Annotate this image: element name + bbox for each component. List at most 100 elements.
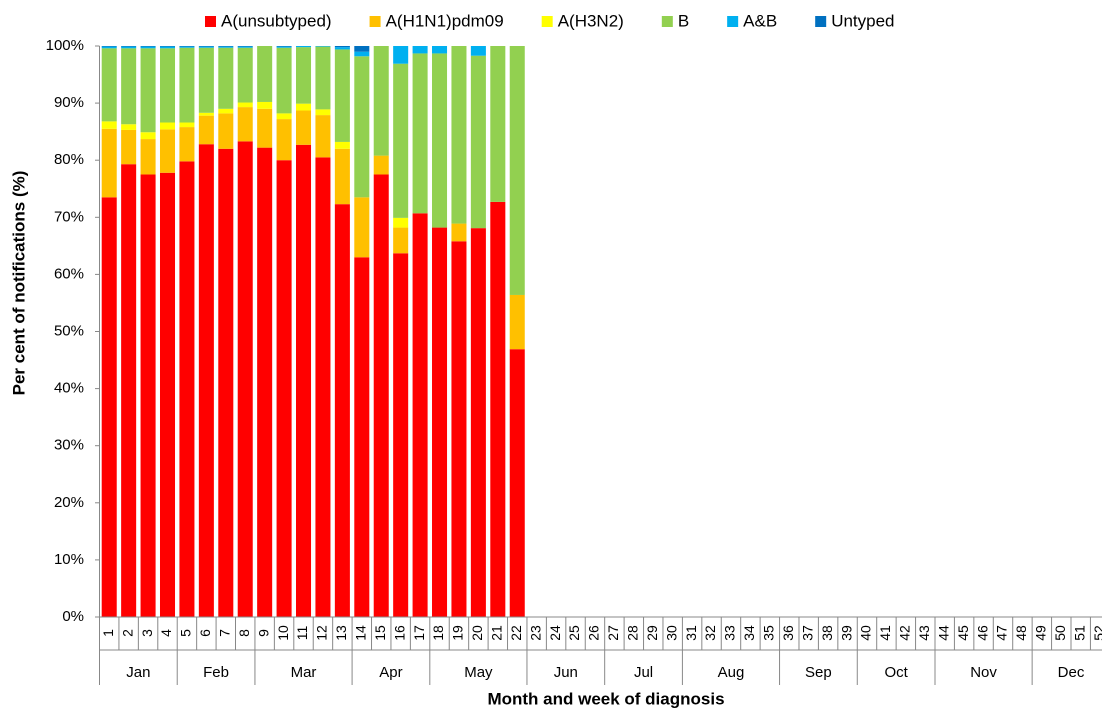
bar-segment bbox=[257, 147, 273, 617]
x-tick-label: 48 bbox=[1013, 625, 1029, 641]
bar-segment bbox=[354, 257, 370, 617]
bar-segment bbox=[101, 46, 117, 47]
x-tick-label: 51 bbox=[1071, 625, 1087, 641]
x-tick-label: 44 bbox=[935, 625, 951, 641]
x-tick-label: 31 bbox=[683, 625, 699, 641]
bar-segment bbox=[140, 46, 156, 47]
bar-segment bbox=[276, 46, 292, 47]
bar-segment bbox=[373, 174, 389, 617]
legend-swatch bbox=[727, 16, 739, 27]
bar-segment bbox=[179, 122, 195, 128]
bar-segment bbox=[179, 127, 195, 162]
bar-segment bbox=[257, 46, 273, 102]
bar-segment bbox=[121, 48, 137, 125]
month-label: Dec bbox=[1058, 664, 1085, 681]
bar-segment bbox=[198, 115, 214, 145]
bar-segment bbox=[451, 46, 467, 224]
bar-segment bbox=[179, 46, 195, 47]
x-tick-label: 49 bbox=[1033, 625, 1049, 641]
bar-segment bbox=[101, 197, 117, 617]
x-tick-label: 9 bbox=[255, 629, 271, 637]
bar-segment bbox=[198, 144, 214, 617]
bar-segment bbox=[334, 49, 350, 142]
bar-segment bbox=[276, 119, 292, 161]
x-tick-label: 3 bbox=[139, 629, 155, 637]
month-label: Mar bbox=[291, 664, 317, 681]
x-tick-label: 35 bbox=[761, 625, 777, 641]
bar-segment bbox=[315, 109, 331, 116]
legend-label: A(H1N1)pdm09 bbox=[386, 11, 504, 30]
bar-segment bbox=[159, 46, 176, 47]
x-tick-label: 11 bbox=[294, 626, 310, 641]
bar-segment bbox=[140, 139, 156, 175]
x-tick-label: 45 bbox=[955, 625, 971, 641]
bar-segment bbox=[237, 46, 253, 48]
bar-segment bbox=[218, 113, 234, 149]
x-tick-label: 29 bbox=[644, 625, 660, 641]
month-label: Jul bbox=[634, 664, 653, 681]
bar-segment bbox=[315, 157, 331, 617]
bar-segment bbox=[393, 217, 409, 228]
bar-segment bbox=[509, 294, 525, 350]
x-tick-label: 22 bbox=[508, 625, 524, 641]
x-tick-label: 38 bbox=[819, 625, 835, 641]
bar-segment bbox=[218, 46, 234, 47]
x-tick-label: 40 bbox=[858, 625, 874, 641]
legend-label: B bbox=[678, 11, 689, 30]
legend-swatch bbox=[661, 16, 673, 27]
bar-segment bbox=[121, 46, 137, 49]
bar-segment bbox=[509, 46, 525, 295]
bar-segment bbox=[276, 160, 292, 617]
bar-segment bbox=[451, 223, 467, 242]
y-tick-label: 30% bbox=[54, 437, 84, 454]
legend-label: A&B bbox=[743, 11, 777, 30]
bar-segment bbox=[159, 172, 176, 617]
bar-segment bbox=[334, 47, 350, 50]
bar-segment bbox=[101, 121, 117, 129]
bar-segment bbox=[179, 46, 195, 48]
x-tick-label: 6 bbox=[197, 629, 213, 637]
bar-segment bbox=[296, 110, 312, 145]
x-tick-label: 34 bbox=[741, 625, 757, 641]
y-tick-label: 50% bbox=[54, 322, 84, 339]
bar-segment bbox=[140, 46, 156, 49]
bar-segment bbox=[276, 46, 292, 48]
x-tick-label: 21 bbox=[489, 625, 505, 641]
bar-segment bbox=[121, 129, 137, 165]
bar-segment bbox=[393, 253, 409, 617]
y-tick-label: 10% bbox=[54, 551, 84, 568]
x-tick-label: 2 bbox=[119, 629, 135, 637]
bar-segment bbox=[315, 46, 331, 47]
x-tick-label: 7 bbox=[216, 629, 232, 637]
bar-segment bbox=[509, 349, 525, 617]
x-tick-label: 13 bbox=[333, 625, 349, 641]
bar-segment bbox=[198, 112, 214, 116]
bar-segment bbox=[179, 47, 195, 123]
bar-segment bbox=[140, 174, 156, 617]
month-label: Apr bbox=[379, 664, 402, 681]
bar-segment bbox=[470, 55, 486, 229]
month-label: Feb bbox=[203, 664, 229, 681]
bar-segment bbox=[334, 141, 350, 149]
bar-segment bbox=[412, 53, 428, 214]
x-tick-label: 20 bbox=[469, 625, 485, 641]
bar-segment bbox=[296, 144, 312, 617]
y-tick-label: 0% bbox=[62, 608, 84, 625]
bar-segment bbox=[257, 101, 273, 109]
bar-segment bbox=[334, 148, 350, 205]
x-tick-label: 39 bbox=[838, 625, 854, 641]
x-tick-label: 24 bbox=[547, 625, 563, 641]
month-label: Nov bbox=[970, 664, 997, 681]
month-label: Oct bbox=[884, 664, 908, 681]
x-tick-label: 47 bbox=[994, 625, 1010, 641]
bar-segment bbox=[237, 141, 253, 617]
x-tick-label: 37 bbox=[799, 625, 815, 641]
month-label: Jun bbox=[554, 664, 578, 681]
bar-segment bbox=[237, 102, 253, 108]
bar-segment bbox=[121, 164, 137, 617]
bar-segment bbox=[101, 46, 117, 49]
x-tick-label: 17 bbox=[411, 625, 427, 641]
x-tick-label: 26 bbox=[586, 625, 602, 641]
bar-segment bbox=[237, 107, 253, 142]
